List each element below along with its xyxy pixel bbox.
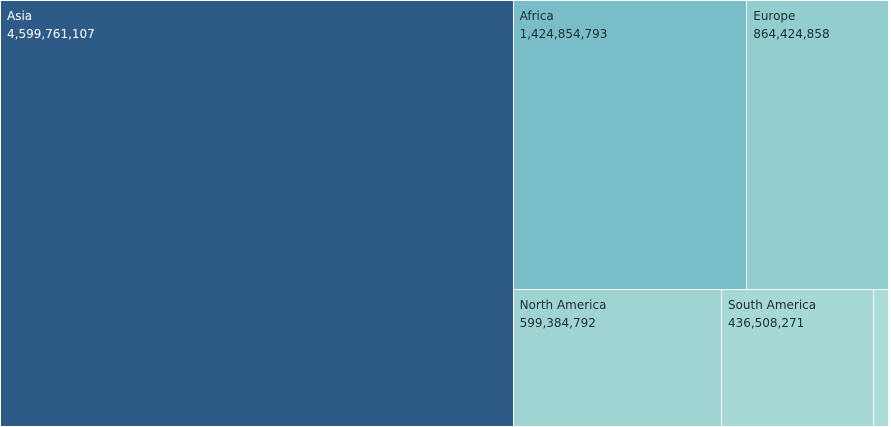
tile-name: Europe — [753, 9, 796, 23]
tile-label: North America 599,384,792 — [520, 296, 607, 332]
tile-south-america[interactable]: South America 436,508,271 — [721, 290, 873, 426]
tile-name: South America — [727, 298, 817, 313]
tile-north-america[interactable]: North America 599,384,792 — [513, 290, 721, 426]
tile-value: 864,424,858 — [753, 27, 830, 41]
tile-value: 1,424,854,793 — [519, 27, 608, 41]
tile-africa[interactable]: Africa 1,424,854,793 — [513, 1, 747, 290]
tile-other[interactable] — [873, 290, 888, 426]
tile-label: Africa 1,424,854,793 — [520, 7, 608, 43]
tile-label: South America 436,508,271 — [728, 296, 816, 332]
tile-name: Africa — [519, 9, 554, 23]
tile-europe[interactable]: Europe 864,424,858 — [747, 1, 888, 290]
tile-name: North America — [519, 298, 607, 313]
tile-value: 599,384,792 — [519, 316, 596, 331]
tile-value: 4,599,761,107 — [7, 27, 95, 41]
tile-value: 436,508,271 — [727, 316, 805, 331]
tile-label: Europe 864,424,858 — [753, 7, 829, 43]
tile-label: Asia 4,599,761,107 — [7, 7, 95, 43]
tile-asia[interactable]: Asia 4,599,761,107 — [1, 1, 513, 426]
tile-name: Asia — [7, 9, 33, 23]
